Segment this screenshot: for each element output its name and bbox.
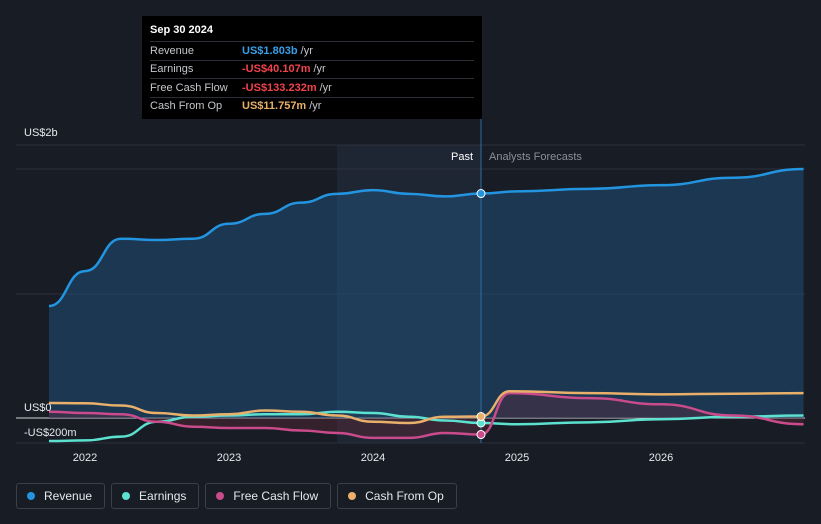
highlight-markers [476, 119, 486, 443]
forecast-label: Analysts Forecasts [489, 151, 582, 163]
x-tick-label: 2023 [217, 452, 241, 464]
tooltip-date: Sep 30 2024 [150, 24, 213, 36]
legend-item-earnings[interactable]: Earnings [111, 483, 200, 509]
tooltip-row-cfo: Cash From Op US$11.757m /yr [150, 96, 474, 116]
x-tick-label: 2024 [361, 452, 385, 464]
x-tick-label: 2026 [649, 452, 673, 464]
y-tick-label: -US$200m [24, 427, 77, 439]
legend-item-revenue[interactable]: Revenue [16, 483, 106, 509]
tooltip-row-revenue: Revenue US$1.803b /yr [150, 41, 474, 60]
tooltip-value: -US$40.107m [242, 63, 311, 76]
y-tick-label: US$2b [24, 127, 58, 139]
tooltip: Sep 30 2024 Revenue US$1.803b /yr Earnin… [142, 16, 482, 119]
revenue-line [48, 167, 804, 308]
legend-item-fcf[interactable]: Free Cash Flow [205, 483, 332, 509]
tooltip-unit: /yr [309, 100, 322, 113]
fcf-line [48, 391, 804, 440]
cfo-highlight-point [476, 412, 486, 422]
tooltip-unit: /yr [313, 63, 326, 76]
x-tick-label: 2025 [505, 452, 529, 464]
tooltip-label: Revenue [150, 44, 195, 57]
earnings-dot-icon [122, 492, 131, 500]
y-tick-label: US$0 [24, 402, 52, 414]
tooltip-unit: /yr [300, 44, 313, 57]
revenue-area [49, 169, 804, 418]
past-label: Past [451, 151, 473, 163]
tooltip-label: Free Cash Flow [150, 81, 228, 94]
legend-label: Cash From Op [365, 489, 444, 503]
revenue-highlight-point [476, 189, 486, 199]
legend-item-cfo[interactable]: Cash From Op [337, 483, 457, 509]
series-lines [48, 167, 804, 443]
tooltip-value: US$1.803b [242, 44, 298, 57]
x-axis-labels: 2022 2023 2024 2025 2026 [73, 452, 673, 464]
legend-label: Revenue [44, 489, 93, 503]
revenue-dot-icon [27, 492, 35, 500]
tooltip-unit: /yr [319, 81, 332, 94]
legend-label: Free Cash Flow [233, 489, 319, 503]
legend: Revenue Earnings Free Cash Flow Cash Fro… [16, 483, 457, 509]
cfo-dot-icon [348, 492, 357, 500]
tooltip-value: -US$133.232m [242, 81, 317, 94]
series-areas [49, 169, 804, 438]
tooltip-row-fcf: Free Cash Flow -US$133.232m /yr [150, 78, 474, 97]
tooltip-label: Earnings [150, 63, 194, 76]
legend-label: Earnings [139, 489, 187, 503]
tooltip-label: Cash From Op [150, 100, 223, 113]
tooltip-row-earnings: Earnings -US$40.107m /yr [150, 59, 474, 79]
cfo-line [48, 389, 804, 425]
fcf-highlight-point [476, 430, 486, 440]
y-axis-labels: US$2b US$0 -US$200m [24, 127, 77, 439]
x-tick-label: 2022 [73, 452, 97, 464]
fcf-dot-icon [216, 492, 225, 500]
tooltip-value: US$11.757m [242, 100, 307, 113]
